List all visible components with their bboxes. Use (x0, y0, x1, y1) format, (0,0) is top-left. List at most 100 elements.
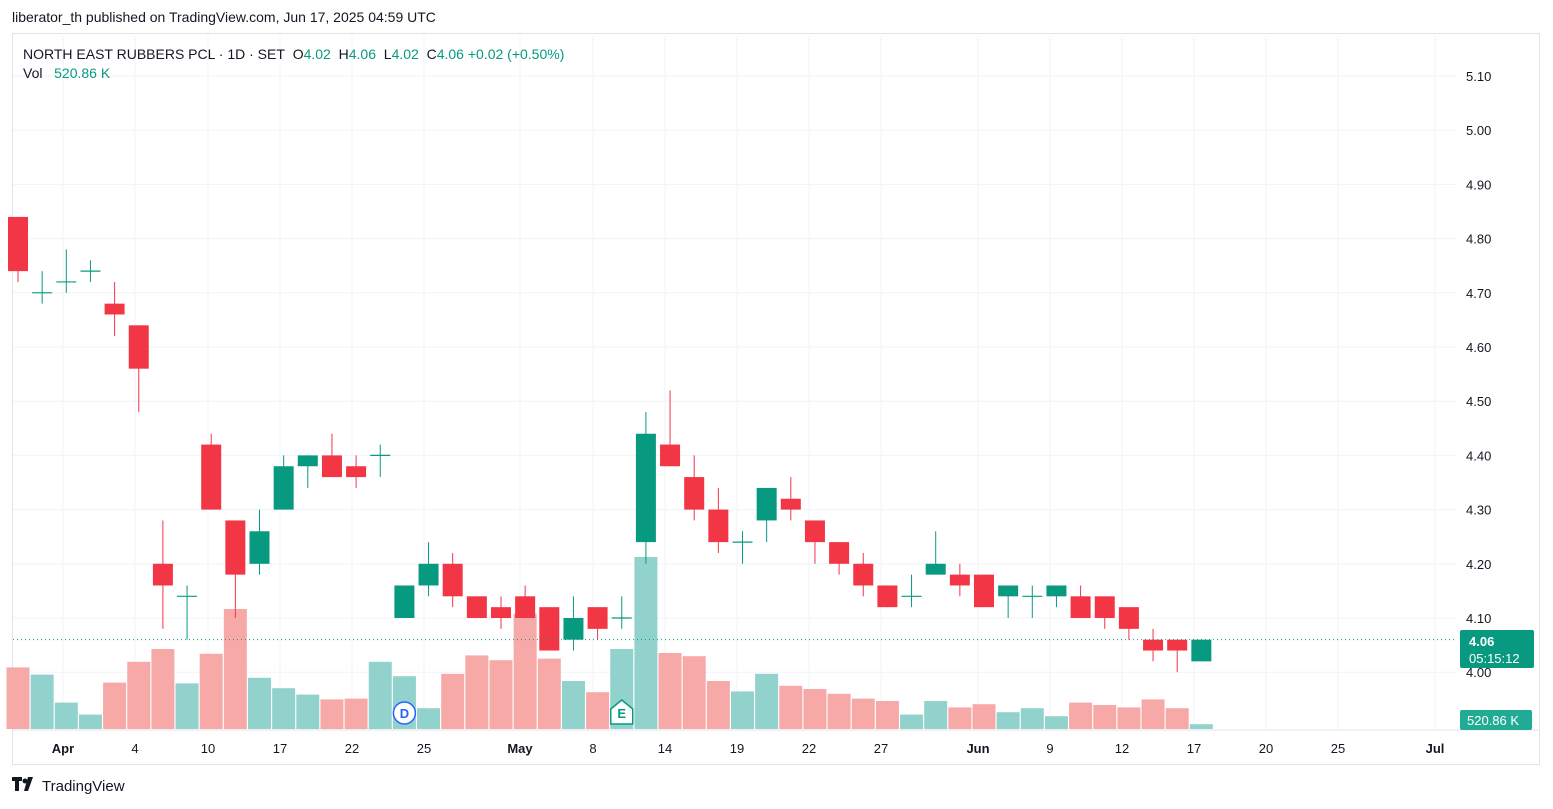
candle (201, 433, 222, 510)
y-tick-label: 4.10 (1466, 611, 1491, 626)
x-tick-label: Jul (1426, 741, 1445, 756)
price-tag-value: 4.06 (1469, 634, 1494, 649)
candle-body (128, 325, 149, 369)
volume-bar (368, 661, 392, 729)
candle (249, 509, 270, 575)
candle-body (515, 596, 536, 618)
candle (708, 487, 729, 553)
candle (1167, 639, 1188, 673)
volume-bar (344, 698, 368, 729)
candle-body (321, 455, 342, 478)
volume-bar (851, 698, 875, 729)
legend-ohlc-row: NORTH EAST RUBBERS PCL · 1D · SET O4.02 … (23, 45, 564, 64)
y-tick-label: 4.70 (1466, 286, 1491, 301)
legend-symbol[interactable]: NORTH EAST RUBBERS PCL · 1D · SET (23, 46, 285, 62)
volume-bar (320, 699, 344, 729)
legend-low: 4.02 (391, 46, 419, 62)
volume-bar (199, 653, 223, 729)
volume-bar (441, 673, 465, 729)
y-tick-label: 5.00 (1466, 123, 1491, 138)
chart-legend: NORTH EAST RUBBERS PCL · 1D · SET O4.02 … (23, 45, 564, 83)
candle (780, 477, 801, 521)
candle-body (1118, 607, 1139, 629)
candle (1022, 585, 1043, 618)
candle-body (780, 498, 801, 510)
candle (974, 574, 994, 608)
candle-body (491, 607, 511, 618)
candle (660, 390, 681, 467)
x-tick-label: 17 (273, 741, 287, 756)
candle-body (804, 520, 825, 543)
candle (756, 487, 777, 543)
brand[interactable]: TradingView (12, 777, 125, 795)
x-tick-label: 12 (1115, 741, 1129, 756)
volume-bar (996, 712, 1020, 729)
volume-bar (223, 609, 247, 729)
x-tick-label: 10 (201, 741, 215, 756)
earnings-marker-icon (610, 699, 634, 725)
volume-bar (731, 691, 754, 729)
legend-volume-label: Vol (23, 65, 43, 81)
y-tick-label: 4.50 (1466, 394, 1491, 409)
candle-body (563, 618, 584, 640)
candle-body (273, 466, 294, 510)
price-tag[interactable]: 4.06 05:15:12 (1460, 630, 1534, 668)
y-tick-label: 4.00 (1466, 665, 1491, 680)
candle-body (1094, 596, 1115, 618)
legend-high-label: H (338, 46, 349, 62)
candle (56, 249, 77, 293)
volume-bar (948, 707, 972, 729)
dividend-event-icon: D (392, 701, 417, 725)
candle (394, 585, 415, 618)
volume-bar (151, 649, 175, 729)
chart-frame (12, 33, 1540, 765)
x-tick-label: 20 (1259, 741, 1273, 756)
legend-low-label: L (383, 46, 392, 62)
candle-body (635, 433, 656, 543)
volume-bar (900, 714, 924, 729)
volume-bar (489, 660, 513, 729)
candle-series (8, 216, 1212, 673)
candle (1191, 639, 1212, 662)
candle-body (877, 585, 898, 608)
volume-bar (586, 692, 610, 729)
volume-bar (827, 693, 851, 729)
x-tick-label: 22 (802, 741, 816, 756)
volume-bar (465, 655, 489, 729)
candle-body (442, 563, 463, 597)
candle (225, 520, 246, 618)
candle (998, 585, 1019, 618)
candle-body (949, 574, 970, 586)
price-tag-bg (1460, 630, 1534, 668)
candle (732, 531, 753, 564)
candle (466, 596, 487, 618)
candle (853, 552, 874, 597)
volume-bar (513, 613, 537, 729)
volume-bar (779, 685, 803, 729)
volume-bar (417, 708, 441, 729)
dividend-marker-icon (392, 701, 417, 725)
volume-bar (682, 656, 706, 729)
publisher-line: liberator_th published on TradingView.co… (12, 9, 436, 25)
volume-bar (248, 677, 271, 729)
y-tick-label: 4.30 (1466, 503, 1491, 518)
volume-bar (272, 688, 296, 729)
candle-body (1070, 596, 1091, 618)
volume-tag-value: 520.86 K (1467, 713, 1519, 728)
candle-body (466, 596, 487, 618)
candle (442, 552, 463, 608)
candle-body (249, 531, 270, 564)
candle (804, 520, 825, 564)
volume-bar (6, 667, 30, 729)
volume-bar (537, 658, 561, 729)
candle-body (394, 585, 415, 618)
candle-body (1046, 585, 1067, 597)
candle-body (201, 444, 222, 510)
volume-tag-bg (1460, 710, 1532, 730)
volume-bar (1044, 716, 1068, 729)
volume-series (6, 557, 1213, 729)
candle (152, 520, 173, 629)
candle-body (708, 509, 729, 543)
y-tick-label: 5.10 (1466, 69, 1491, 84)
